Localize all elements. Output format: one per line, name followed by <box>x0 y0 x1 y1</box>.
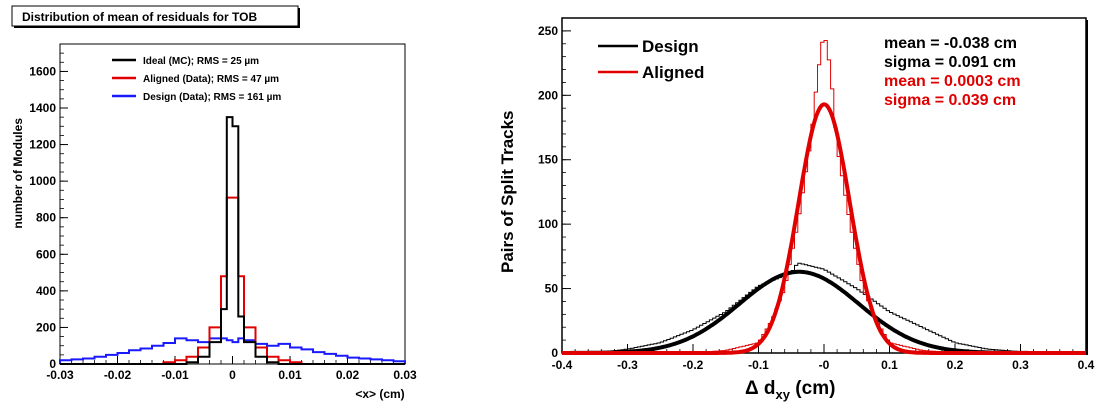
right-x-axis-title: Δ dxy (cm) <box>745 378 835 402</box>
left-chart-title: Distribution of mean of residuals for TO… <box>22 10 257 24</box>
left-series-0-histogram <box>60 116 405 365</box>
right-frame-shadow-right <box>1086 20 1088 355</box>
right-y-tick-label: 250 <box>538 24 558 38</box>
left-x-tick-label: 0 <box>229 368 236 382</box>
left-y-tick-label: 1600 <box>29 64 56 78</box>
right-stat-line: mean = -0.038 cm <box>884 35 1017 52</box>
right-x-tick-label: -0.1 <box>748 358 769 372</box>
right-x-tick-label: 0.4 <box>1078 358 1095 372</box>
left-x-axis-title: <x> (cm) <box>355 387 404 401</box>
left-x-tick-label: -0.02 <box>104 368 132 382</box>
right-x-tick-label: 0.1 <box>881 358 898 372</box>
left-y-tick-label: 800 <box>36 211 56 225</box>
right-legend: Design Aligned <box>598 37 704 82</box>
left-x-tick-label: -0.03 <box>46 368 74 382</box>
right-legend-label: Aligned <box>642 63 704 82</box>
right-series-group <box>562 40 1086 355</box>
left-y-tick-label: 1400 <box>29 101 56 115</box>
right-x-tick-label: -0.3 <box>617 358 638 372</box>
right-y-ticks: 0 50 100 150 200 250 <box>538 17 571 360</box>
right-stat-line: mean = 0.0003 cm <box>884 73 1021 90</box>
left-legend-label: Ideal (MC); RMS = 25 µm <box>143 56 259 67</box>
right-chart-panel: Pairs of Split Tracks Δ dxy (cm) -0.4 -0.… <box>498 17 1095 402</box>
right-x-tick-label: -0 <box>819 358 830 372</box>
right-x-axis-title-main: Δ d <box>745 378 776 399</box>
right-series-0-histogram <box>562 262 1086 354</box>
left-legend-label: Design (Data); RMS = 161 µm <box>143 92 281 103</box>
right-legend-label: Design <box>642 37 699 56</box>
right-x-tick-label: -0.2 <box>683 358 704 372</box>
right-y-tick-label: 0 <box>551 346 558 360</box>
left-chart-panel: Distribution of mean of residuals for TO… <box>11 5 417 401</box>
right-x-tick-label: -0.4 <box>552 358 573 372</box>
left-y-tick-label: 1000 <box>29 174 56 188</box>
right-x-axis-title-unit: (cm) <box>790 378 835 399</box>
right-x-tick-label: 0.2 <box>947 358 964 372</box>
left-legend: Ideal (MC); RMS = 25 µm Aligned (Data); R… <box>112 56 281 103</box>
left-x-tick-label: 0.03 <box>393 368 417 382</box>
right-x-axis-title-sub: xy <box>776 387 791 402</box>
left-y-tick-label: 400 <box>36 284 56 298</box>
right-series-1-fit <box>562 102 1086 355</box>
left-series-1-histogram <box>60 196 405 365</box>
right-y-tick-label: 150 <box>538 153 558 167</box>
left-series-group <box>59 116 406 365</box>
right-stat-line: sigma = 0.091 cm <box>884 54 1016 71</box>
left-y-tick-label: 200 <box>36 320 56 334</box>
left-y-axis-title: number of Modules <box>11 118 25 229</box>
left-x-ticks: -0.03 -0.02 -0.01 0 0.01 0.02 0.03 <box>46 356 417 382</box>
right-y-tick-label: 200 <box>538 88 558 102</box>
left-x-tick-label: 0.02 <box>336 368 360 382</box>
right-x-tick-label: 0.3 <box>1012 358 1029 372</box>
left-title-box <box>11 5 299 27</box>
left-legend-label: Aligned (Data); RMS = 47 µm <box>143 74 279 85</box>
right-y-tick-label: 100 <box>538 217 558 231</box>
left-series-2-histogram <box>59 337 406 364</box>
left-y-tick-label: 600 <box>36 247 56 261</box>
right-series-0-fit <box>562 269 1086 355</box>
right-y-tick-label: 50 <box>545 282 559 296</box>
left-x-tick-label: -0.01 <box>161 368 189 382</box>
left-y-tick-label: 0 <box>49 357 56 371</box>
right-stats-box: mean = -0.038 cm sigma = 0.091 cm mean = 0… <box>884 35 1021 109</box>
left-y-tick-label: 1200 <box>29 138 56 152</box>
right-stat-line: sigma = 0.039 cm <box>884 92 1016 109</box>
left-x-tick-label: 0.01 <box>278 368 302 382</box>
left-y-ticks: 0 200 400 600 800 1000 1200 1400 1600 <box>29 43 68 371</box>
right-y-axis-title: Pairs of Split Tracks <box>498 110 517 273</box>
